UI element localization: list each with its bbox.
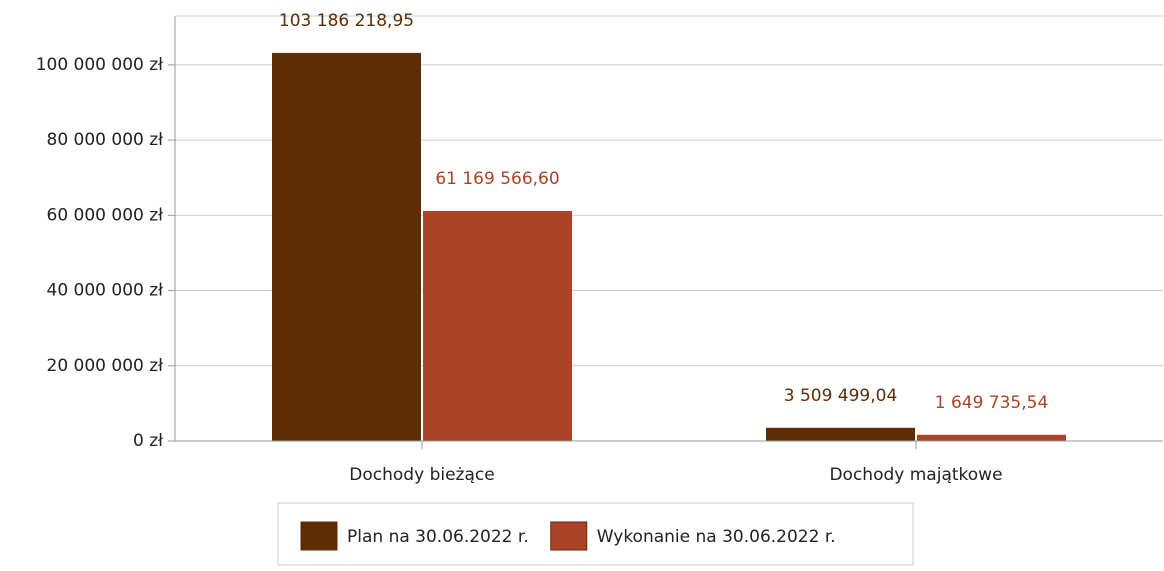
legend-label: Plan na 30.06.2022 r. [347, 527, 529, 547]
value-label: 103 186 218,95 [279, 11, 414, 31]
y-tick-label: 20 000 000 zł [47, 356, 164, 376]
legend-box [277, 502, 914, 566]
y-tick-label: 0 zł [133, 431, 163, 451]
value-label: 1 649 735,54 [935, 393, 1049, 413]
bar [423, 210, 572, 441]
y-tick-label: 80 000 000 zł [47, 130, 164, 150]
legend-label: Wykonanie na 30.06.2022 r. [597, 527, 836, 547]
y-tick-label: 100 000 000 zł [36, 55, 163, 75]
x-tick-label: Dochody bieżące [349, 465, 494, 485]
legend-swatch [550, 521, 588, 551]
bar [917, 434, 1066, 441]
value-label: 61 169 566,60 [435, 169, 559, 189]
y-tick-label: 40 000 000 zł [47, 281, 164, 301]
bar [766, 427, 915, 441]
value-label: 3 509 499,04 [784, 386, 898, 406]
y-tick-label: 60 000 000 zł [47, 205, 164, 225]
legend-swatch [300, 521, 338, 551]
bar [272, 52, 421, 441]
x-tick-label: Dochody majątkowe [829, 465, 1002, 485]
